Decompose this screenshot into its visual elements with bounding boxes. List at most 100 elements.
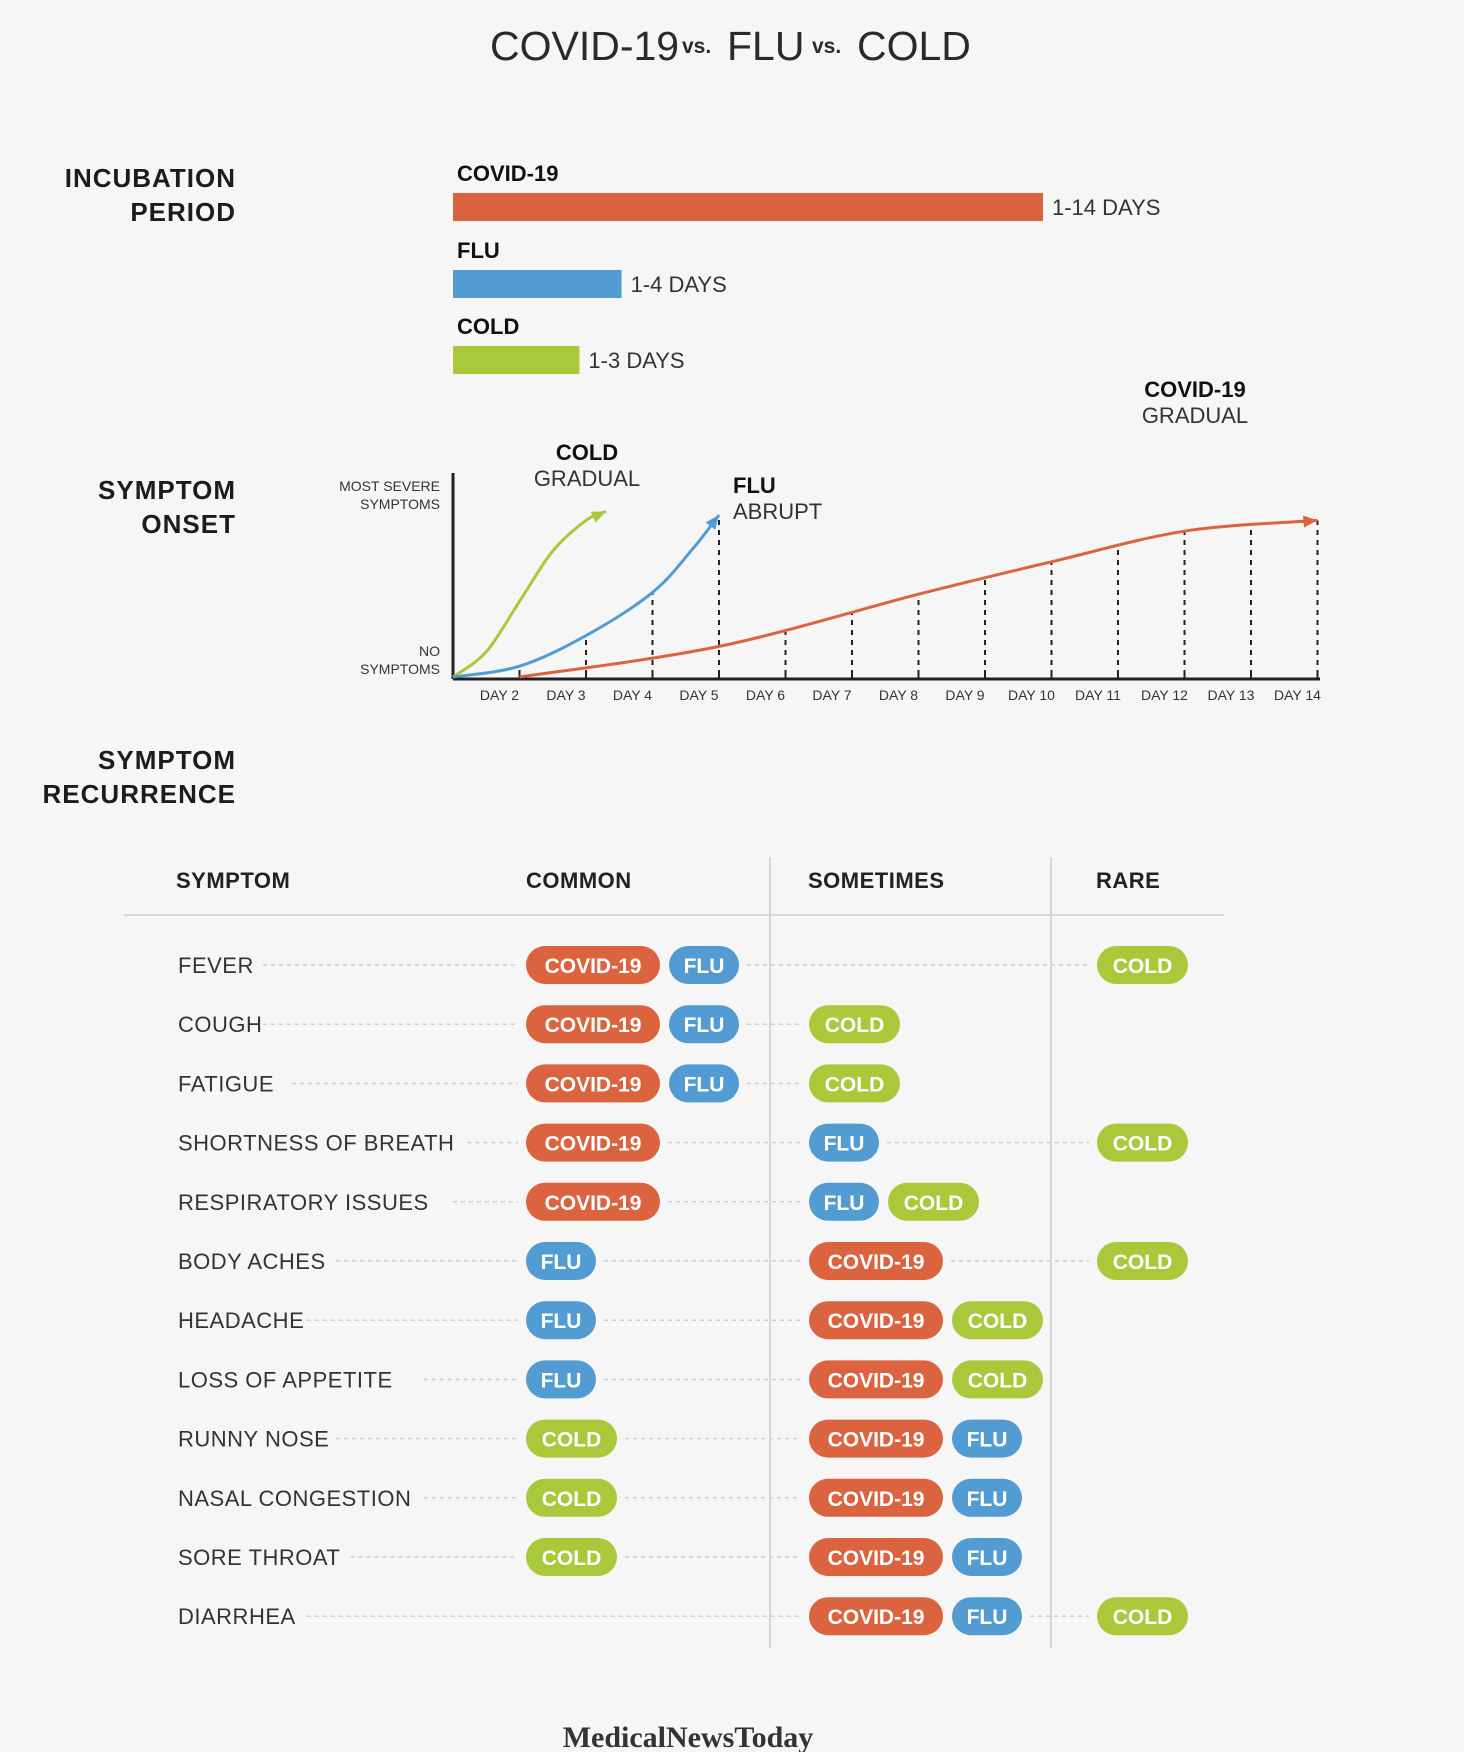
incubation-bar-name: FLU [457,238,500,263]
tag-pill-label: COLD [1113,955,1173,978]
title-vs-1: vs. [682,35,711,58]
tag-pill-bg [809,1182,879,1221]
tag-pill-label: FLU [684,1014,725,1037]
tag-cold: COLD [526,1419,617,1458]
table-row: SHORTNESS OF BREATH COVID-19 FLU COLD [178,1123,1188,1162]
symptom-name: FEVER [178,953,254,978]
tag-cold: COLD [1097,1123,1188,1162]
onset-tick-label: DAY 9 [945,687,984,703]
onset-tick-label: DAY 5 [679,687,718,703]
tag-pill-bg [526,1360,596,1399]
table-row: COUGH COVID-19 FLU COLD [178,1005,900,1044]
tag-pill-label: COLD [542,1429,602,1452]
tag-cold: COLD [952,1360,1043,1399]
symptom-name: SORE THROAT [178,1545,340,1570]
onset-x-ticks: DAY 2 DAY 3 DAY 4 DAY 5 DAY 6 DAY 7 DAY 8 DAY 9… [480,671,1321,703]
tag-pill-bg [952,1360,1043,1399]
table-row: FEVER COVID-19 FLU COLD [178,946,1188,984]
tag-pill-label: COLD [825,1014,885,1037]
onset-tick-label: DAY 3 [546,687,585,703]
section-onset-line2: ONSET [141,509,236,539]
tag-pill-bg [526,1242,596,1280]
tag-pill-label: COVID-19 [828,1429,925,1452]
onset-arrowhead [590,511,606,523]
tag-cold: COLD [888,1182,979,1221]
tag-pill-bg [526,1301,596,1340]
symptom-name: BODY ACHES [178,1249,326,1274]
tag-pill-label: FLU [967,1488,1008,1511]
section-onset-label: SYMPTOM ONSET [98,475,236,539]
onset-tick-label: DAY 6 [746,687,785,703]
incubation-bar-value: 1-14 DAYS [1052,195,1160,220]
brand-logo: MedicalNewsToday [563,1721,814,1752]
tag-flu: FLU [526,1242,596,1280]
tag-flu: FLU [526,1360,596,1399]
tag-pill-label: COLD [968,1310,1028,1333]
tag-pill-bg [526,1123,660,1162]
onset-series-name: COVID-19 [1144,377,1245,402]
tag-pill-bg [809,1123,879,1162]
tag-pill-label: COLD [1113,1606,1173,1629]
onset-tick-label: DAY 4 [613,687,652,703]
onset-tick-label: DAY 8 [879,687,918,703]
tag-covid: COVID-19 [809,1360,943,1399]
section-incubation-line2: PERIOD [130,197,236,227]
onset-series-lines [452,510,1318,679]
tag-flu: FLU [952,1597,1022,1636]
onset-y-top-label: MOST SEVERE SYMPTOMS [339,478,440,512]
tag-pill-bg [526,1478,617,1517]
tag-pill-bg [526,1538,617,1576]
onset-tick-label: DAY 13 [1208,687,1255,703]
onset-tick-label: DAY 2 [480,687,519,703]
section-recurrence-line2: RECURRENCE [43,779,236,809]
tag-pill-label: COLD [542,1547,602,1570]
onset-line-flu [452,514,721,679]
tag-pill-bg [809,1538,943,1576]
tag-covid: COVID-19 [809,1597,943,1636]
table-row: RUNNY NOSE COLD COVID-19 FLU [178,1419,1022,1458]
tag-pill-label: COVID-19 [545,955,642,978]
table-row: DIARRHEA COVID-19 FLU COLD [178,1597,1188,1636]
tag-pill-label: COLD [1113,1251,1173,1274]
tag-pill-label: FLU [967,1547,1008,1570]
tag-covid: COVID-19 [809,1301,943,1340]
tag-pill-bg [1097,1242,1188,1280]
table-row: NASAL CONGESTION COLD COVID-19 FLU [178,1478,1022,1517]
tag-pill-label: COVID-19 [545,1073,642,1096]
tag-pill-label: COVID-19 [545,1014,642,1037]
tag-covid: COVID-19 [526,1005,660,1044]
tag-flu: FLU [669,946,739,984]
y-bottom-label-line2: SYMPTOMS [360,661,440,677]
symptom-name: DIARRHEA [178,1604,296,1629]
onset-series-name: FLU [733,473,776,498]
tag-pill-label: FLU [967,1429,1008,1452]
section-recurrence-line1: SYMPTOM [98,745,236,775]
tag-covid: COVID-19 [526,946,660,984]
tag-pill-bg [526,1182,660,1221]
tag-flu: FLU [952,1538,1022,1576]
onset-series-subtitle: ABRUPT [733,499,822,524]
tag-pill-bg [888,1182,979,1221]
table-header: SYMPTOM COMMON SOMETIMES RARE [176,868,1160,893]
tag-pill-bg [526,1419,617,1458]
tag-cold: COLD [1097,1597,1188,1636]
tag-pill-label: COLD [825,1073,885,1096]
symptom-name: NASAL CONGESTION [178,1486,411,1511]
onset-line-cold [452,510,607,679]
table-row: RESPIRATORY ISSUES COVID-19 FLU COLD [178,1182,979,1221]
tag-pill-label: FLU [684,1073,725,1096]
tag-pill-bg [952,1419,1022,1458]
title-flu: FLU [727,23,804,69]
tag-pill-label: FLU [967,1606,1008,1629]
tag-covid: COVID-19 [526,1064,660,1103]
onset-arrowhead [705,515,719,530]
tag-pill-label: COVID-19 [828,1369,925,1392]
onset-line-covid-19 [519,518,1318,679]
tag-pill-label: FLU [541,1251,582,1274]
symptom-recurrence-table: SYMPTOM COMMON SOMETIMES RARE FEVER COVID… [124,857,1224,1648]
tag-pill-label: FLU [824,1133,865,1156]
tag-pill-label: COVID-19 [828,1606,925,1629]
tag-pill-bg [1097,1123,1188,1162]
tag-cold: COLD [809,1005,900,1044]
